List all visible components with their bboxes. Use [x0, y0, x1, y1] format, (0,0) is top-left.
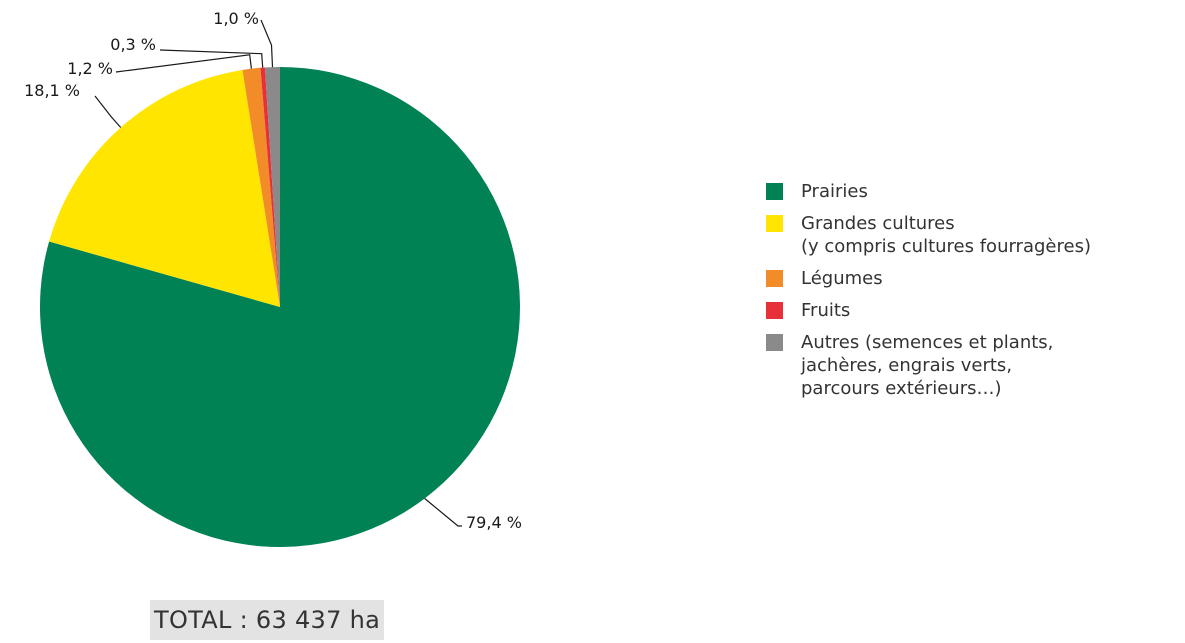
legend-label: Grandes cultures (y compris cultures fou… — [801, 213, 1091, 257]
legend-label: Prairies — [801, 181, 868, 202]
leader-line-prairies — [424, 498, 462, 527]
legend-swatch — [766, 302, 783, 319]
leader-line-legumes — [115, 54, 252, 73]
pie-slice-prairies — [39, 67, 520, 547]
legend-item-legumes: Légumes — [766, 267, 1181, 290]
pie-slice-autres-semences-et-plants — [264, 66, 280, 307]
data-label-autres-semences-et-plants: 1,0 % — [213, 9, 259, 28]
data-label-legumes: 1,2 % — [67, 59, 113, 78]
leader-line-grandes-cultures — [94, 95, 122, 128]
legend-label: Légumes — [801, 268, 883, 289]
pie-slices — [39, 66, 520, 547]
data-label-grandes-cultures: 18,1 % — [24, 81, 80, 100]
total-label: TOTAL : 63 437 ha — [150, 600, 385, 640]
legend-item-autres-semences-et-plants: Autres (semences et plants, jachères, en… — [766, 331, 1181, 400]
legend-swatch — [766, 215, 783, 232]
legend-item-prairies: Prairies — [766, 180, 1181, 203]
legend-label: Fruits — [801, 300, 851, 321]
slice-callouts: 79,4 % 18,1 % 1,2 % 0,3 % 1,0 % — [24, 9, 522, 532]
pie-slice-fruits — [260, 67, 280, 307]
data-label-fruits: 0,3 % — [110, 35, 156, 54]
legend-swatch — [766, 183, 783, 200]
legend: Prairies Grandes cultures (y compris cult… — [766, 180, 1181, 409]
pie-slice-legumes — [242, 67, 280, 307]
legend-label: Autres (semences et plants, jachères, en… — [801, 332, 1054, 399]
leader-line-autres-semences-et-plants — [260, 19, 274, 68]
pie-slice-grandes-cultures — [49, 69, 280, 307]
leader-line-fruits — [159, 49, 264, 68]
data-label-prairies: 79,4 % — [466, 513, 522, 532]
legend-swatch — [766, 334, 783, 351]
legend-swatch — [766, 270, 783, 287]
legend-item-grandes-cultures: Grandes cultures (y compris cultures fou… — [766, 212, 1181, 258]
legend-item-fruits: Fruits — [766, 299, 1181, 322]
